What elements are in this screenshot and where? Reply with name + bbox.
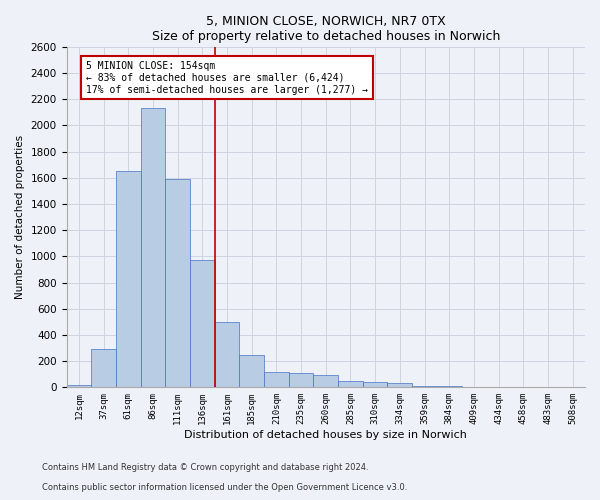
Bar <box>165 179 190 388</box>
Bar <box>313 375 338 388</box>
X-axis label: Distribution of detached houses by size in Norwich: Distribution of detached houses by size … <box>184 430 467 440</box>
Title: 5, MINION CLOSE, NORWICH, NR7 0TX
Size of property relative to detached houses i: 5, MINION CLOSE, NORWICH, NR7 0TX Size o… <box>152 15 500 43</box>
Bar <box>289 373 313 388</box>
Bar <box>338 381 363 388</box>
Bar <box>388 384 412 388</box>
Text: Contains public sector information licensed under the Open Government Licence v3: Contains public sector information licen… <box>42 484 407 492</box>
Bar <box>412 386 437 388</box>
Text: Contains HM Land Registry data © Crown copyright and database right 2024.: Contains HM Land Registry data © Crown c… <box>42 464 368 472</box>
Bar <box>511 386 536 388</box>
Bar <box>215 322 239 388</box>
Bar <box>437 386 461 388</box>
Bar <box>67 384 91 388</box>
Bar <box>140 108 165 388</box>
Bar <box>264 372 289 388</box>
Bar <box>190 260 215 388</box>
Bar <box>239 356 264 388</box>
Bar <box>560 386 585 388</box>
Text: 5 MINION CLOSE: 154sqm
← 83% of detached houses are smaller (6,424)
17% of semi-: 5 MINION CLOSE: 154sqm ← 83% of detached… <box>86 62 368 94</box>
Bar <box>363 382 388 388</box>
Y-axis label: Number of detached properties: Number of detached properties <box>15 135 25 299</box>
Bar <box>486 386 511 388</box>
Bar <box>536 386 560 388</box>
Bar <box>91 350 116 388</box>
Bar <box>461 386 486 388</box>
Bar <box>116 172 140 388</box>
